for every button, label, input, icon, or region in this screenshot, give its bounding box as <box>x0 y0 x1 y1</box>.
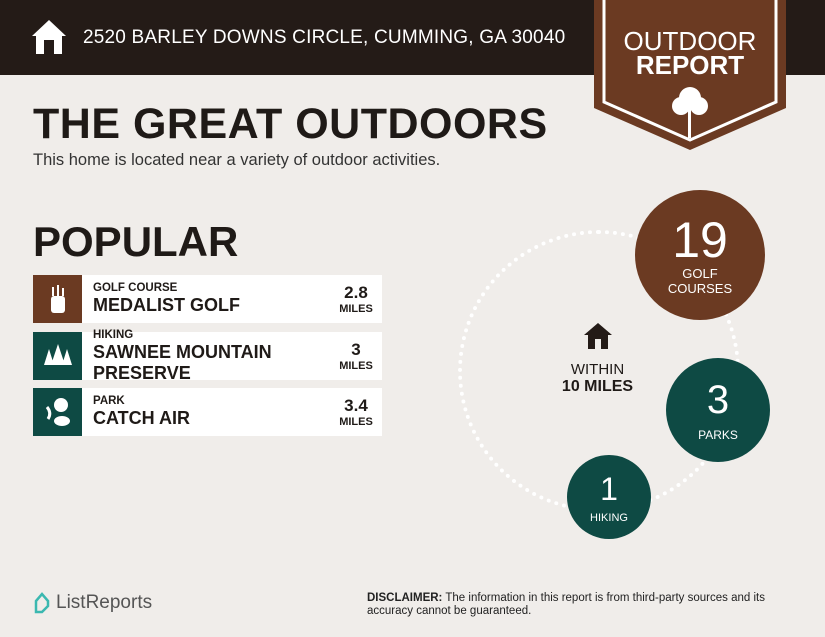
count-label: GOLF <box>682 266 718 281</box>
parks-count-circle: 3 PARKS <box>666 358 770 462</box>
item-name: CATCH AIR <box>93 408 190 428</box>
badge-line2: REPORT <box>635 50 745 80</box>
count-label: PARKS <box>698 428 738 442</box>
page-subtitle: This home is located near a variety of o… <box>33 151 441 169</box>
disclaimer: DISCLAIMER: The information in this repo… <box>367 592 797 618</box>
popular-item: GOLF COURSE MEDALIST GOLF 2.8 MILES <box>33 275 382 323</box>
outdoor-report-badge <box>594 0 786 150</box>
listreports-logo[interactable]: ListReports <box>33 592 152 614</box>
park-icon <box>33 388 82 436</box>
item-category: HIKING <box>93 328 134 341</box>
count-value: 3 <box>706 378 730 422</box>
address: 2520 BARLEY DOWNS CIRCLE, CUMMING, GA 30… <box>83 27 566 48</box>
logo-text: ListReports <box>56 592 153 613</box>
count-label: HIKING <box>590 511 628 524</box>
count-label: COURSES <box>667 281 733 296</box>
item-distance: 2.8 <box>344 283 368 302</box>
page-title: THE GREAT OUTDOORS <box>33 100 548 148</box>
golf-bag-icon <box>33 275 82 323</box>
home-icon <box>583 323 612 349</box>
radius-label: WITHIN 10 MILES <box>545 322 650 396</box>
item-name: MEDALIST GOLF <box>93 295 240 315</box>
disclaimer-label: DISCLAIMER: <box>367 592 443 604</box>
item-category: GOLF COURSE <box>93 282 178 294</box>
disclaimer-text: The information in this report is from t… <box>367 592 765 617</box>
listreports-logo-icon <box>34 592 50 614</box>
hiking-count-circle: 1 HIKING <box>567 455 651 539</box>
item-unit: MILES <box>339 416 373 428</box>
item-unit: MILES <box>339 360 373 372</box>
item-name: SAWNEE MOUNTAIN PRESERVE <box>93 341 272 383</box>
radius-line2: 10 MILES <box>561 378 634 395</box>
trees-icon <box>33 332 82 380</box>
golf-count-circle: 19 GOLF COURSES <box>635 190 765 320</box>
item-unit: MILES <box>339 303 373 315</box>
tree-icon <box>672 87 708 138</box>
item-distance: 3 <box>351 340 361 359</box>
popular-item: HIKING SAWNEE MOUNTAIN PRESERVE 3 MILES <box>33 328 382 383</box>
home-icon <box>32 20 66 54</box>
count-value: 19 <box>672 212 728 268</box>
popular-heading: POPULAR <box>33 218 239 265</box>
item-category: PARK <box>93 395 125 407</box>
item-distance: 3.4 <box>344 396 368 415</box>
badge-line1: OUTDOOR <box>623 26 757 56</box>
popular-item: PARK CATCH AIR 3.4 MILES <box>33 388 382 436</box>
count-value: 1 <box>600 470 618 507</box>
radius-line1: WITHIN <box>570 361 625 378</box>
